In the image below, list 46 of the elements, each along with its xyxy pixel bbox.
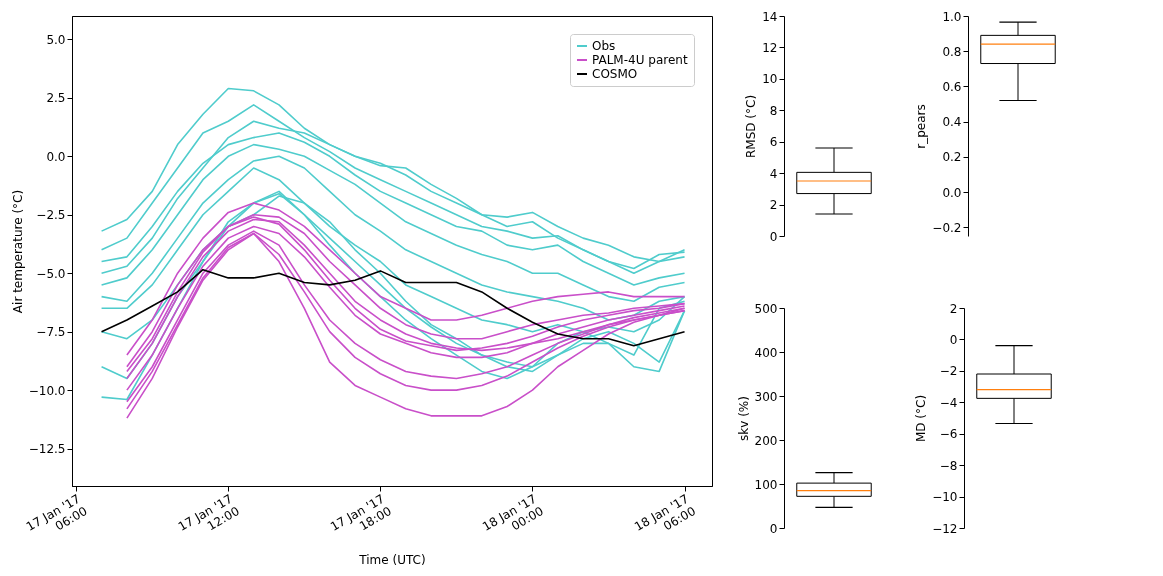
- x-axis-title: Time (UTC): [358, 553, 426, 568]
- y-tick-label: 14: [762, 9, 778, 24]
- legend-label: PALM-4U parent: [592, 53, 688, 67]
- y-tick-label: 6: [769, 135, 778, 150]
- y-tick-label: 2: [949, 301, 958, 316]
- y-tick-label: 8: [769, 103, 778, 118]
- y-tick-label: 0: [769, 229, 778, 244]
- y-tick-label: 10: [762, 72, 778, 87]
- y-tick-label: 0.0: [46, 149, 66, 164]
- y-axis-title: r_pears: [914, 104, 929, 149]
- y-tick-label: 5.0: [46, 32, 66, 47]
- y-tick-label: 500: [754, 301, 778, 316]
- y-tick-label: −12: [932, 521, 958, 536]
- legend-label: COSMO: [592, 67, 638, 81]
- y-tick-label: −0.2: [932, 220, 962, 235]
- y-tick-label: 12: [762, 40, 778, 55]
- y-tick-label: 0: [769, 521, 778, 536]
- legend-label: Obs: [592, 39, 616, 53]
- y-axis-title: Air temperature (°C): [10, 189, 25, 314]
- y-tick-label: 0.8: [942, 44, 962, 59]
- y-tick-label: −12.5: [28, 442, 66, 457]
- y-tick-label: 0.6: [942, 79, 962, 94]
- y-tick-label: 200: [754, 433, 778, 448]
- y-tick-label: −10.0: [28, 383, 66, 398]
- y-tick-label: 0: [949, 332, 958, 347]
- y-tick-label: 2: [769, 198, 778, 213]
- y-tick-label: −4: [939, 395, 958, 410]
- y-tick-label: −5.0: [36, 266, 66, 281]
- y-axis-title: RMSD (°C): [744, 94, 759, 159]
- y-tick-label: −7.5: [36, 325, 66, 340]
- y-tick-label: 4: [769, 166, 778, 181]
- y-axis-title: MD (°C): [914, 394, 929, 443]
- y-tick-label: 100: [754, 477, 778, 492]
- y-tick-label: −8: [939, 458, 958, 473]
- y-tick-label: −6: [939, 427, 958, 442]
- y-axis-title: skv (%): [736, 396, 751, 441]
- y-tick-label: 1.0: [942, 9, 962, 24]
- y-tick-label: 300: [754, 389, 778, 404]
- y-tick-label: −2.5: [36, 208, 66, 223]
- y-tick-label: 400: [754, 345, 778, 360]
- y-tick-label: 0.0: [942, 185, 962, 200]
- y-tick-label: −10: [932, 490, 958, 505]
- y-tick-label: 2.5: [46, 91, 66, 106]
- y-tick-label: 0.4: [942, 115, 962, 130]
- y-tick-label: 0.2: [942, 150, 962, 165]
- y-tick-label: −2: [939, 364, 958, 379]
